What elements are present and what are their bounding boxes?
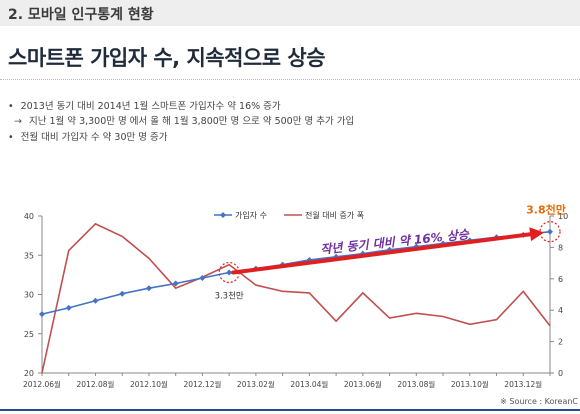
data-point-subscribers	[145, 285, 152, 292]
data-point-subscribers	[172, 280, 179, 287]
start-value-label: 3.3천만	[215, 291, 244, 302]
section-title: 2. 모바일 인구통계 현황	[8, 7, 154, 23]
highlight-circle-end	[539, 221, 561, 243]
trend-arrow-head	[529, 227, 545, 242]
bullet-text: 전월 대비 가입자 수 약 30만 명 증가	[20, 132, 168, 143]
x-tick-label: 2012.10월	[130, 379, 168, 389]
series-line-subscribers	[41, 230, 551, 315]
x-tick-label: 2013.06월	[344, 379, 382, 389]
data-point-subscribers	[92, 297, 99, 304]
x-tick-label: 2013.02월	[237, 379, 275, 389]
bullet-item: • 전월 대비 가입자 수 약 30만 명 증가	[8, 130, 168, 145]
bullet-text: 지난 1월 약 3,300만 명 에서 올 해 1월 3,800만 명 으로 약…	[29, 116, 355, 127]
bullet-marker: •	[8, 101, 14, 112]
y-tick-label-left: 25	[24, 330, 34, 339]
legend-marker-subscribers	[220, 212, 226, 218]
x-tick-label: 2013.08월	[397, 379, 435, 389]
series-line-monthly-change	[41, 222, 551, 374]
bullet-text: 2013년 동기 대비 2014년 1월 스마트폰 가입자수 약 16% 증가	[20, 101, 281, 112]
data-point-subscribers	[119, 290, 126, 297]
legend-label-monthly-change: 전월 대비 증가 폭	[305, 210, 364, 220]
bullet-item: • 2013년 동기 대비 2014년 1월 스마트폰 가입자수 약 16% 증…	[8, 99, 281, 114]
x-tick-label: 2013.10월	[451, 379, 489, 389]
source-note: ※ Source : KoreanC	[500, 397, 578, 406]
y-tick-label-right: 0	[558, 369, 563, 378]
x-tick-label: 2012.08월	[77, 379, 115, 389]
section-header: 2. 모바일 인구통계 현황	[0, 0, 580, 26]
data-point-subscribers	[226, 269, 233, 276]
y-tick-label-right: 8	[558, 243, 563, 252]
y-tick-label-right: 10	[558, 212, 568, 221]
y-tick-label-left: 40	[24, 212, 34, 221]
y-tick-label-left: 30	[24, 291, 34, 300]
data-point-subscribers	[199, 275, 206, 282]
y-tick-label-left: 35	[24, 251, 34, 260]
trend-arrow-shaft	[231, 231, 539, 275]
x-tick-label: 2012.06월	[23, 379, 61, 389]
x-tick-label: 2012.12월	[183, 379, 221, 389]
y-tick-label-right: 6	[558, 275, 563, 284]
y-tick-label-right: 4	[558, 306, 563, 315]
bullet-marker: →	[14, 116, 22, 127]
x-tick-label: 2013.04월	[290, 379, 328, 389]
data-point-subscribers	[65, 304, 72, 311]
chart-area	[0, 198, 580, 414]
page-title: 스마트폰 가입자 수, 지속적으로 상승	[8, 46, 326, 70]
x-tick-label: 2013.12월	[504, 379, 542, 389]
data-point-subscribers	[39, 311, 45, 318]
bullet-marker: •	[8, 132, 14, 143]
y-tick-label-left: 20	[24, 369, 34, 378]
end-value-label: 3.8천만	[526, 203, 566, 217]
footer-divider	[0, 409, 580, 411]
legend-label-subscribers: 가입자 수	[235, 211, 267, 220]
title-divider	[0, 79, 580, 80]
y-tick-label-right: 2	[558, 338, 563, 347]
bullet-item: → 지난 1월 약 3,300만 명 에서 올 해 1월 3,800만 명 으로…	[14, 114, 354, 129]
data-point-subscribers	[547, 228, 553, 235]
